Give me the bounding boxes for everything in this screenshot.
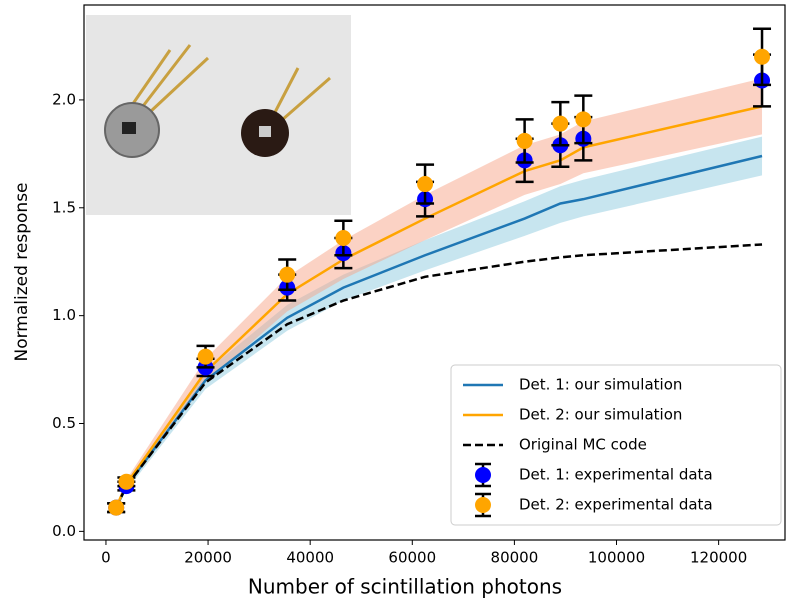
legend-label: Original MC code [519,436,647,454]
data-point [118,473,135,490]
data-point [552,115,569,132]
legend: Det. 1: our simulation Det. 2: our simula… [450,364,782,526]
x-axis-label: Number of scintillation photons [248,575,562,599]
legend-label: Det. 2: our simulation [519,406,682,424]
y-axis-label: Normalized response [12,182,32,361]
series-line [115,243,763,509]
plot-frame [83,4,786,541]
x-tick-label: 120000 [690,549,747,567]
legend-label: Det. 1: our simulation [519,376,682,394]
y-tick-label: 2.0 [52,90,76,108]
legend-swatch [475,497,491,513]
x-tick-label: 40000 [286,549,334,567]
y-tick-label: 0.5 [52,414,76,432]
data-point [335,229,352,246]
legend-label: Det. 1: experimental data [519,466,713,484]
y-tick-label: 0.0 [52,522,76,540]
x-tick-label: 60000 [388,549,436,567]
series-line [115,105,763,509]
data-point [575,111,592,128]
x-tick-label: 80000 [491,549,539,567]
data-point [108,499,125,516]
legend-box [450,364,782,526]
y-tick-label: 1.5 [52,198,76,216]
legend-label: Det. 2: experimental data [519,496,713,514]
data-point [279,266,296,283]
data-point [516,132,533,149]
legend-swatch [475,467,491,483]
y-tick-label: 1.0 [52,306,76,324]
data-point [417,176,434,193]
data-point [754,48,771,65]
x-tick-label: 100000 [588,549,645,567]
uncertainty-band [116,136,763,510]
x-tick-label: 20000 [184,549,232,567]
inset-photo [86,15,351,215]
x-tick-label: 0 [101,549,111,567]
data-point [197,348,214,365]
